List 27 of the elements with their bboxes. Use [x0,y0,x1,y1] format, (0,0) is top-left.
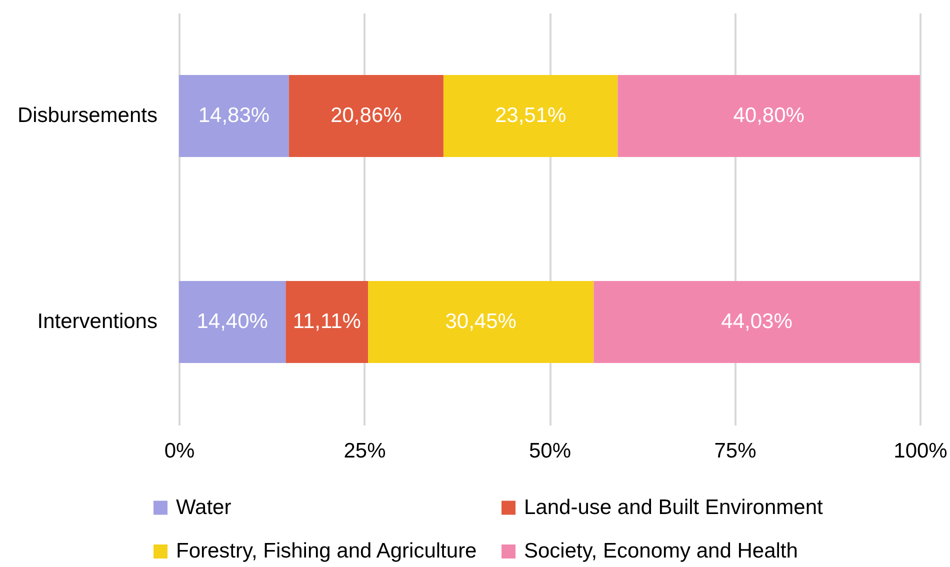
bar [618,75,920,157]
x-tick-label: 75% [714,440,756,462]
y-tick-label: Disbursements [17,104,158,127]
data-label: 14,40% [196,310,268,333]
bar [368,281,594,363]
data-label: 23,51% [494,104,566,127]
x-tick-label: 25% [344,440,386,462]
legend-label: Land-use and Built Environment [524,496,824,519]
data-label: 14,83% [198,104,270,127]
bar [179,75,289,157]
legend-label: Society, Economy and Health [524,540,798,562]
bar [288,75,444,157]
data-label: 40,80% [733,104,804,127]
legend-label: Water [176,496,232,519]
bar [443,75,618,157]
data-label: 44,03% [721,310,792,333]
x-tick-label: 50% [528,440,572,462]
data-label: 11,11% [292,310,361,333]
y-tick-label: Interventions [37,310,158,333]
bar [179,281,286,363]
bar [594,281,920,363]
data-label: 30,45% [445,310,516,333]
data-label: 20,86% [330,104,402,127]
x-tick-label: 0% [164,440,195,462]
legend-label: Forestry, Fishing and Agriculture [176,540,477,562]
x-tick-label: 100% [894,440,948,462]
bar [286,281,368,363]
